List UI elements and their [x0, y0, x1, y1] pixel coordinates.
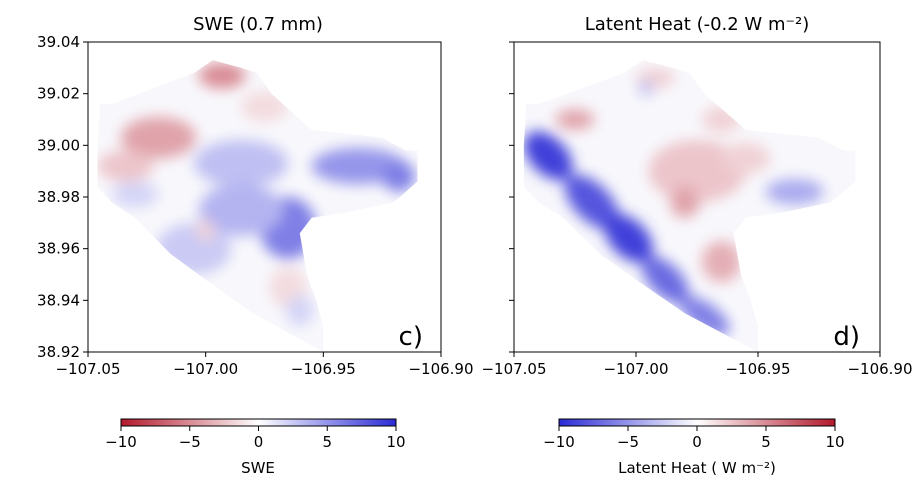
latent-heat-y-axis: [509, 41, 514, 353]
x-tick-label: −106.95: [725, 360, 790, 378]
anomaly-blob: [679, 295, 730, 336]
swe-colorbar: SWE −10 −5 0 5 10: [105, 418, 406, 477]
field-1: [523, 60, 856, 352]
colorbar-tick-label: −10: [105, 433, 137, 451]
x-tick-label: −107.00: [173, 360, 238, 378]
anomaly-blob: [382, 160, 416, 192]
swe-plot-area: [97, 60, 418, 352]
anomaly-blob: [670, 186, 700, 218]
anomaly-blob: [523, 131, 573, 181]
x-tick-label: −106.95: [291, 360, 356, 378]
anomaly-blob: [193, 140, 289, 187]
y-tick-label: 38.94: [37, 291, 80, 309]
swe-panel-title: SWE (0.7 mm): [193, 14, 323, 35]
x-tick-label: −106.90: [408, 360, 473, 378]
colorbar-tick-label: 0: [692, 433, 702, 451]
swe-panel-letter: c): [399, 322, 423, 352]
latent-heat-colorbar: Latent Heat ( W m⁻²) −10 −5 0 5 10: [543, 418, 845, 477]
latent-heat-panel-title: Latent Heat (-0.2 W m⁻²): [585, 14, 809, 35]
colorbar-tick-label: 10: [825, 433, 844, 451]
anomaly-blob: [97, 150, 154, 182]
anomaly-blob: [198, 184, 284, 236]
anomaly-blob: [604, 213, 654, 263]
anomaly-blob: [638, 80, 654, 97]
colorbar-gradient: [120, 418, 397, 427]
anomaly-blob: [701, 240, 741, 283]
swe-x-axis: −107.05 −107.00 −106.95 −106.90: [55, 352, 474, 378]
colorbar-gradient: [558, 418, 836, 427]
colorbar-tick-label: −5: [179, 433, 201, 451]
y-tick-label: 38.98: [37, 188, 80, 206]
x-tick-label: −107.05: [55, 360, 120, 378]
latent-heat-colorbar-label: Latent Heat ( W m⁻²): [618, 459, 776, 477]
y-tick-label: 38.96: [37, 240, 80, 258]
anomaly-blob: [111, 181, 159, 208]
anomaly-blob: [311, 147, 406, 185]
anomaly-blob: [641, 256, 689, 304]
swe-panel: SWE (0.7 mm) 38.92 38.94 38.96 38.98 39.00 39…: [37, 14, 473, 378]
latent-heat-panel-letter: d): [833, 322, 860, 352]
anomaly-blob: [564, 174, 620, 230]
field-anomalies: [97, 62, 416, 327]
x-tick-label: −107.00: [603, 360, 668, 378]
colorbar-tick-label: −10: [543, 433, 575, 451]
field-anomalies: [523, 67, 824, 336]
latent-heat-plot-area: [523, 60, 856, 352]
anomaly-blob: [648, 140, 746, 203]
colorbar-tick-label: −5: [617, 433, 639, 451]
anomaly-blob: [285, 295, 314, 327]
anomaly-blob: [196, 220, 216, 241]
anomaly-blob: [198, 62, 246, 89]
colorbar-tick-label: 0: [254, 433, 264, 451]
colorbar-tick-label: 5: [761, 433, 771, 451]
y-tick-label: 39.02: [37, 85, 80, 103]
anomaly-blob: [555, 109, 595, 130]
swe-colorbar-label: SWE: [241, 459, 275, 477]
anomaly-blob: [721, 142, 771, 174]
y-tick-label: 39.04: [37, 33, 80, 51]
anomaly-blob: [241, 91, 288, 123]
latent-heat-x-axis: −107.05 −107.00 −106.95 −106.90: [481, 352, 913, 378]
y-tick-label: 38.92: [37, 343, 80, 361]
colorbar-tick-label: 10: [386, 433, 405, 451]
swe-y-axis: 38.92 38.94 38.96 38.98 39.00 39.02 39.04: [37, 33, 88, 361]
y-tick-label: 39.00: [37, 136, 80, 154]
anomaly-blob: [701, 106, 741, 133]
anomaly-blob: [120, 116, 197, 159]
x-tick-label: −107.05: [481, 360, 546, 378]
latent-heat-panel: Latent Heat (-0.2 W m⁻²) −107.05 −107.00−…: [481, 14, 912, 378]
x-tick-label: −106.90: [847, 360, 912, 378]
field-0: [97, 60, 418, 352]
colorbar-tick-label: 5: [322, 433, 332, 451]
anomaly-blob: [765, 178, 824, 205]
anomaly-blob: [156, 222, 232, 275]
